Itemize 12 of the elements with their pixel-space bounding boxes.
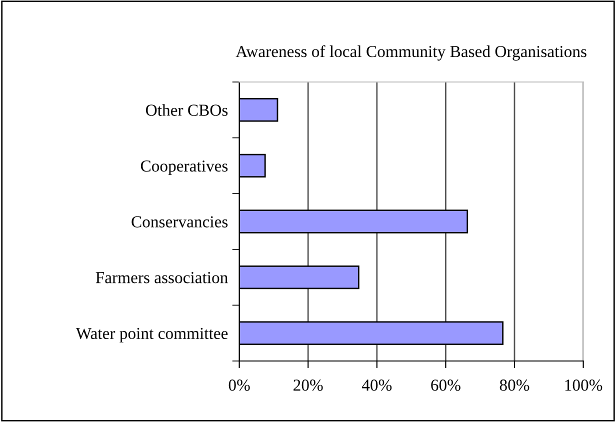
y-tick-label: Other CBOs <box>146 104 228 116</box>
x-tick-label: 0% <box>228 380 250 391</box>
x-tick-label: 100% <box>565 380 602 391</box>
y-tick-label: Conservancies <box>132 216 228 228</box>
x-tick-label: 40% <box>362 380 392 391</box>
chart-title: Awareness of local Community Based Organisations <box>236 45 586 61</box>
y-tick-label: Farmers association <box>96 272 228 284</box>
x-tick-label: 80% <box>500 380 530 391</box>
x-tick-label: 60% <box>431 380 460 391</box>
y-tick-label: Cooperatives <box>140 160 228 176</box>
x-tick-label: 20% <box>294 380 323 391</box>
y-tick-label: Water point committee <box>76 328 228 342</box>
